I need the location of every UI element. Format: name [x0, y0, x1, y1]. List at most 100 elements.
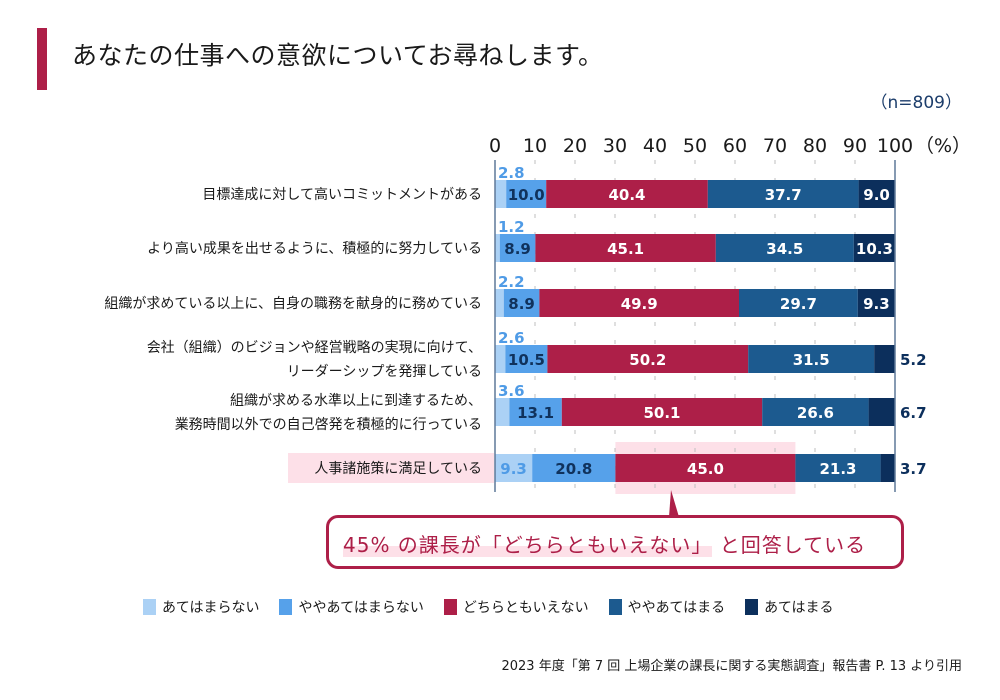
data-label: 3.6	[498, 382, 525, 400]
bar-segment	[546, 180, 708, 208]
source-citation: 2023 年度「第 7 回 上場企業の課長に関する実態調査」報告書 P. 13 …	[501, 659, 962, 674]
data-label: 37.7	[765, 186, 802, 204]
data-label: 9.0	[863, 186, 890, 204]
highlight-label-bg	[288, 453, 494, 483]
legend-swatch	[608, 599, 622, 615]
data-label: 50.2	[629, 351, 666, 369]
bar-segment	[509, 398, 562, 426]
x-tick-label: 0	[489, 135, 501, 157]
bar-segment	[499, 234, 536, 262]
data-label: 45.0	[687, 460, 724, 478]
data-label: 20.8	[555, 460, 592, 478]
category-label: 会社（組織）のビジョンや経営戦略の実現に向けて、	[147, 340, 482, 356]
title-accent-bar	[37, 28, 47, 90]
data-label: 10.3	[856, 240, 893, 258]
legend-label: あてはまらない	[162, 600, 260, 616]
data-label: 40.4	[608, 186, 645, 204]
category-label: 組織が求めている以上に、自身の職務を献身的に務めている	[104, 296, 482, 312]
bar-segment	[495, 345, 506, 373]
data-label: 21.3	[819, 460, 856, 478]
category-label: リーダーシップを発揮している	[287, 364, 482, 380]
x-tick-label: 100	[877, 135, 913, 157]
legend-item: ややあてはまらない	[279, 597, 424, 617]
x-unit-label: （%）	[915, 135, 971, 157]
bar-segment	[495, 398, 510, 426]
category-label: 組織が求める水準以上に到達するため、	[230, 393, 482, 409]
category-label: 業務時間以外での自己啓発を積極的に行っている	[175, 417, 482, 433]
bar-segment	[561, 398, 763, 426]
bar-segment	[748, 345, 875, 373]
data-label: 9.3	[863, 295, 890, 313]
bar-segment	[532, 454, 616, 482]
x-tick-label: 40	[643, 135, 667, 157]
category-label: 人事諸施策に満足している	[314, 460, 482, 477]
bar-segment	[853, 234, 895, 262]
callout-box: 45% の課長が「どちらともいえない」 と回答している	[326, 515, 904, 569]
category-label: 目標達成に対して高いコミットメントがある	[202, 186, 482, 203]
data-label: 8.9	[508, 295, 535, 313]
legend-swatch	[745, 599, 759, 615]
bar-segment	[858, 180, 895, 208]
bar-segment	[880, 454, 896, 482]
bar-segment	[539, 289, 739, 317]
data-label: 5.2	[900, 351, 927, 369]
data-label: 2.2	[498, 273, 525, 291]
x-tick-label: 30	[603, 135, 627, 157]
data-label: 29.7	[780, 295, 817, 313]
bar-segment	[495, 234, 500, 262]
legend-item: あてはまらない	[143, 597, 259, 617]
data-label: 31.5	[793, 351, 830, 369]
sample-size-label: （n=809）	[870, 93, 962, 113]
data-label: 8.9	[504, 240, 531, 258]
data-label: 50.1	[643, 404, 680, 422]
x-tick-label: 80	[803, 135, 827, 157]
category-label: より高い成果を出せるように、積極的に努力している	[147, 240, 482, 257]
data-label: 3.7	[900, 460, 927, 478]
bar-segment	[868, 398, 896, 426]
data-label: 45.1	[607, 240, 644, 258]
data-label: 34.5	[766, 240, 803, 258]
legend-label: あてはまる	[764, 600, 834, 616]
legend-label: どちらともいえない	[462, 600, 589, 616]
x-tick-label: 50	[683, 135, 707, 157]
bar-segment	[503, 289, 540, 317]
legend-label: ややあてはまる	[627, 600, 726, 616]
bar-segment	[762, 398, 869, 426]
legend-swatch	[143, 599, 156, 615]
data-label: 10.0	[508, 186, 545, 204]
data-label: 26.6	[797, 404, 834, 422]
data-label: 2.6	[498, 329, 525, 347]
page-title: あなたの仕事への意欲についてお尋ねします。	[72, 41, 604, 70]
legend-item: ややあてはまる	[608, 597, 726, 617]
legend-swatch	[279, 599, 293, 615]
data-label: 10.5	[508, 351, 545, 369]
legend-item: どちらともいえない	[443, 597, 589, 617]
bar-segment	[535, 234, 716, 262]
legend-swatch	[443, 599, 457, 615]
bar-segment	[547, 345, 749, 373]
data-label: 1.2	[498, 218, 525, 236]
data-label: 9.3	[500, 460, 527, 478]
legend: あてはまらない ややあてはまらない どちらともいえない ややあてはまる あてはまる	[143, 597, 834, 617]
data-label: 2.8	[498, 164, 525, 182]
bar-segment	[495, 454, 533, 482]
bar-segment	[506, 180, 547, 208]
data-label: 49.9	[621, 295, 658, 313]
bar-segment	[707, 180, 859, 208]
x-tick-label: 90	[843, 135, 867, 157]
x-tick-label: 60	[723, 135, 747, 157]
x-tick-label: 10	[523, 135, 547, 157]
callout-text: 45% の課長が「どちらともいえない」 と回答している	[343, 529, 866, 558]
bar-segment	[857, 289, 895, 317]
legend-label: ややあてはまらない	[298, 600, 424, 616]
bar-segment	[739, 289, 858, 317]
x-tick-label: 70	[763, 135, 787, 157]
bar-segment	[795, 454, 881, 482]
bar-segment	[505, 345, 548, 373]
legend-item: あてはまる	[745, 597, 834, 617]
callout-rest: と回答している	[719, 533, 867, 557]
data-label: 6.7	[900, 404, 927, 422]
bar-segment	[615, 454, 796, 482]
callout-pointer	[669, 490, 679, 517]
